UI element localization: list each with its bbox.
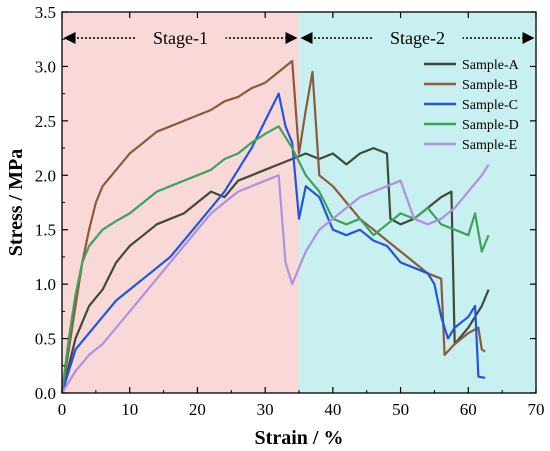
series-line-sample-c: [60, 92, 486, 394]
stage-region-2: [299, 12, 536, 393]
y-tick-label: 0.5: [35, 330, 56, 349]
stage-annotations: Stage-1 Stage-2: [63, 25, 535, 49]
stage-label-2: Stage-2: [390, 28, 445, 48]
x-tick-label: 70: [528, 400, 545, 419]
stage-label-backdrop-1: [135, 25, 226, 49]
legend-label-sample-c: Sample-C: [462, 98, 518, 113]
tick-labels: 0 10 20 30 40 50 60 70 0.0 0.5 1.0 1.5 2.0 2.5 3.0 3.5: [35, 3, 545, 419]
y-tick-label: 0.0: [35, 384, 56, 403]
legend-label-sample-b: Sample-B: [462, 78, 518, 93]
series-line-sample-a: [60, 147, 490, 394]
series-lines: [60, 59, 490, 394]
y-tick-label: 1.5: [35, 221, 56, 240]
y-tick-label: 3.0: [35, 57, 56, 76]
stage-label-1: Stage-1: [153, 28, 208, 48]
axis-ticks: [61, 11, 537, 394]
y-axis-title: Stress / MPa: [5, 149, 27, 256]
stage-region-1: [62, 12, 299, 393]
y-tick-label: 2.0: [35, 166, 56, 185]
legend-label-sample-a: Sample-A: [462, 58, 520, 73]
y-tick-label: 3.5: [35, 3, 56, 22]
x-tick-label: 50: [392, 400, 409, 419]
series-line-sample-b: [60, 59, 486, 394]
x-tick-label: 30: [257, 400, 274, 419]
x-tick-label: 10: [121, 400, 138, 419]
x-tick-label: 0: [58, 400, 67, 419]
series-line-sample-e: [61, 163, 490, 394]
x-tick-label: 60: [460, 400, 477, 419]
y-tick-label: 2.5: [35, 112, 56, 131]
x-tick-label: 40: [324, 400, 341, 419]
stage-regions: [62, 12, 536, 393]
y-tick-label: 1.0: [35, 275, 56, 294]
legend-label-sample-d: Sample-D: [462, 118, 519, 133]
stage-label-backdrop-2: [372, 25, 463, 49]
legend: Sample-A Sample-B Sample-C Sample-D Sample-E: [424, 58, 520, 153]
series-line-sample-d: [60, 125, 490, 394]
x-axis-title: Strain / %: [255, 427, 344, 449]
x-tick-label: 20: [189, 400, 206, 419]
legend-label-sample-e: Sample-E: [462, 138, 517, 153]
